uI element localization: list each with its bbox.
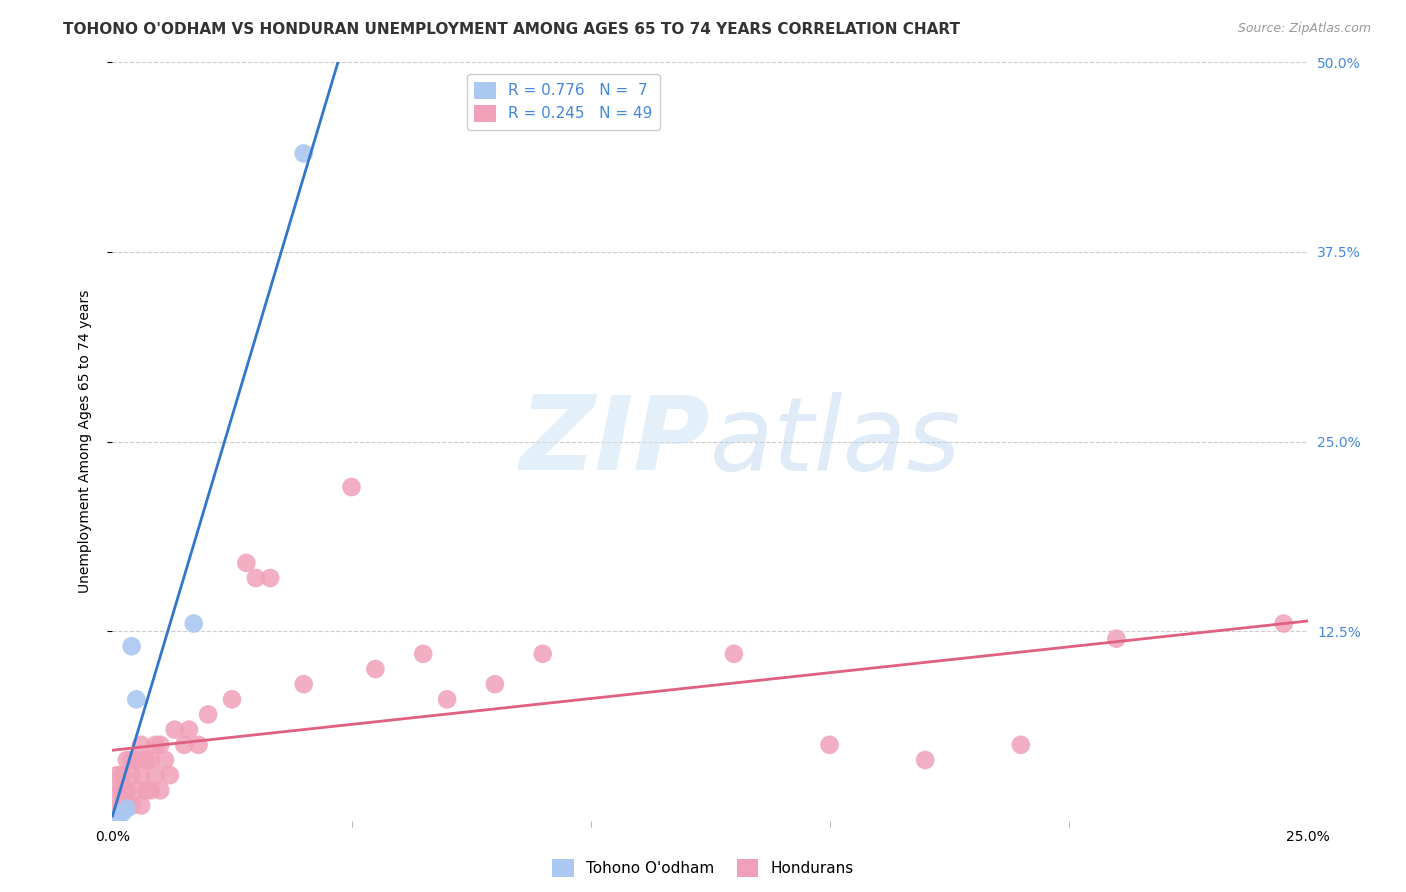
Point <box>159 768 181 782</box>
Legend: Tohono O'odham, Hondurans: Tohono O'odham, Hondurans <box>544 852 862 884</box>
Legend: R = 0.776   N =  7, R = 0.245   N = 49: R = 0.776 N = 7, R = 0.245 N = 49 <box>467 74 659 130</box>
Point <box>139 783 162 797</box>
Point <box>129 798 152 813</box>
Point <box>105 798 128 813</box>
Point <box>135 753 157 767</box>
Point <box>115 783 138 797</box>
Y-axis label: Unemployment Among Ages 65 to 74 years: Unemployment Among Ages 65 to 74 years <box>77 290 91 593</box>
Point <box>364 662 387 676</box>
Point <box>173 738 195 752</box>
Point <box>121 798 143 813</box>
Point <box>259 571 281 585</box>
Point <box>153 753 176 767</box>
Point <box>111 798 134 813</box>
Point <box>121 768 143 782</box>
Point <box>145 768 167 782</box>
Point <box>111 768 134 782</box>
Point <box>139 753 162 767</box>
Point <box>129 768 152 782</box>
Point <box>115 753 138 767</box>
Point <box>914 753 936 767</box>
Point <box>125 783 148 797</box>
Point <box>125 692 148 706</box>
Point <box>235 556 257 570</box>
Point <box>129 738 152 752</box>
Point <box>105 768 128 782</box>
Point <box>145 738 167 752</box>
Text: Source: ZipAtlas.com: Source: ZipAtlas.com <box>1237 22 1371 36</box>
Point <box>163 723 186 737</box>
Point <box>121 753 143 767</box>
Point <box>484 677 506 691</box>
Point <box>135 783 157 797</box>
Point <box>105 783 128 797</box>
Point <box>125 753 148 767</box>
Point <box>177 723 200 737</box>
Point <box>111 783 134 797</box>
Point <box>187 738 209 752</box>
Point <box>412 647 434 661</box>
Text: ZIP: ZIP <box>519 391 710 492</box>
Point <box>111 806 134 821</box>
Point <box>818 738 841 752</box>
Point <box>197 707 219 722</box>
Text: TOHONO O'ODHAM VS HONDURAN UNEMPLOYMENT AMONG AGES 65 TO 74 YEARS CORRELATION CH: TOHONO O'ODHAM VS HONDURAN UNEMPLOYMENT … <box>63 22 960 37</box>
Point <box>436 692 458 706</box>
Point <box>105 811 128 825</box>
Point <box>1010 738 1032 752</box>
Point <box>1105 632 1128 646</box>
Point <box>221 692 243 706</box>
Point <box>292 146 315 161</box>
Point <box>149 738 172 752</box>
Point <box>723 647 745 661</box>
Point <box>149 783 172 797</box>
Point <box>340 480 363 494</box>
Point <box>531 647 554 661</box>
Point <box>245 571 267 585</box>
Point <box>115 798 138 813</box>
Text: atlas: atlas <box>710 392 962 491</box>
Point <box>183 616 205 631</box>
Point <box>292 677 315 691</box>
Point <box>121 639 143 653</box>
Point <box>1272 616 1295 631</box>
Point <box>115 801 138 815</box>
